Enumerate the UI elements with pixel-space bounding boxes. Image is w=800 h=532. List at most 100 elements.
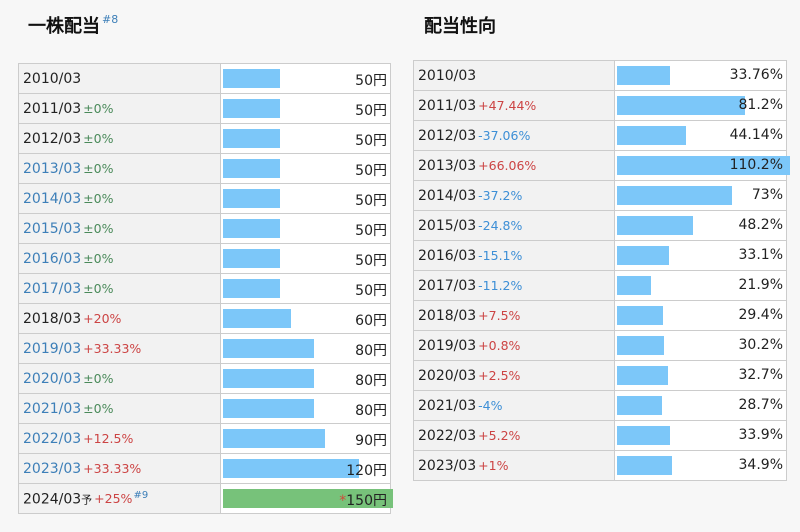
year-cell: 2017/03 ±0% bbox=[18, 273, 221, 304]
table-row: 2017/03 -11.2% 21.9% bbox=[413, 270, 787, 301]
table-row: 2012/03 ±0% 50円 bbox=[18, 123, 391, 154]
value-text: 33.1% bbox=[738, 247, 783, 263]
bar-cell: 50円 bbox=[220, 63, 391, 94]
value-label: 28.7% bbox=[739, 397, 783, 413]
value-label: 21.9% bbox=[739, 277, 783, 293]
value-label: 44.14% bbox=[730, 127, 783, 143]
bar-cell: 120円 bbox=[220, 453, 391, 484]
bar-cell: 33.1% bbox=[614, 240, 787, 271]
bar-cell: 34.9% bbox=[614, 450, 787, 481]
table-row: 2015/03 ±0% 50円 bbox=[18, 213, 391, 244]
year-cell: 2010/03 bbox=[18, 63, 221, 94]
year-cell: 2023/03 +1% bbox=[413, 450, 615, 481]
year-cell: 2020/03 +2.5% bbox=[413, 360, 615, 391]
change-percent: -4% bbox=[478, 397, 503, 413]
bar-cell: 80円 bbox=[220, 363, 391, 394]
value-text: 50円 bbox=[355, 103, 387, 119]
value-text: 30.2% bbox=[738, 337, 783, 353]
value-text: 50円 bbox=[355, 253, 387, 269]
value-text: 48.2% bbox=[738, 217, 783, 233]
table-row: 2023/03 +33.33% 120円 bbox=[18, 453, 391, 484]
year-label[interactable]: 2016/03 bbox=[23, 250, 82, 267]
value-text: 50円 bbox=[355, 283, 387, 299]
change-percent: +2.5% bbox=[478, 367, 521, 383]
year-label: 2021/03 bbox=[418, 397, 477, 414]
bar-cell: 50円 bbox=[220, 273, 391, 304]
dividend-note-link[interactable]: #8 bbox=[102, 13, 119, 26]
bar-cell: 80円 bbox=[220, 393, 391, 424]
change-percent: ±0% bbox=[83, 370, 114, 386]
value-bar bbox=[617, 336, 664, 355]
value-bar bbox=[617, 396, 662, 415]
year-cell: 2014/03 ±0% bbox=[18, 183, 221, 214]
table-row: 2019/03 +0.8% 30.2% bbox=[413, 330, 787, 361]
change-percent: +0.8% bbox=[478, 337, 521, 353]
change-percent: -37.2% bbox=[478, 187, 523, 203]
value-label: 30.2% bbox=[739, 337, 783, 353]
change-percent: +47.44% bbox=[478, 97, 537, 113]
value-label: 50円 bbox=[355, 190, 387, 210]
value-bar bbox=[617, 126, 686, 145]
value-label: 80円 bbox=[355, 400, 387, 420]
year-label[interactable]: 2014/03 bbox=[23, 190, 82, 207]
year-cell: 2017/03 -11.2% bbox=[413, 270, 615, 301]
value-text: 34.9% bbox=[738, 457, 783, 473]
value-text: 120円 bbox=[346, 463, 387, 479]
value-text: 50円 bbox=[355, 133, 387, 149]
year-cell: 2018/03 +20% bbox=[18, 303, 221, 334]
year-label[interactable]: 2019/03 bbox=[23, 340, 82, 357]
year-label: 2011/03 bbox=[23, 100, 82, 117]
value-label: 29.4% bbox=[739, 307, 783, 323]
bar-cell: 50円 bbox=[220, 93, 391, 124]
value-bar bbox=[617, 426, 670, 445]
table-row: 2016/03 -15.1% 33.1% bbox=[413, 240, 787, 271]
value-text: 80円 bbox=[355, 403, 387, 419]
value-bar bbox=[617, 186, 732, 205]
change-percent: -15.1% bbox=[478, 247, 523, 263]
year-label[interactable]: 2022/03 bbox=[23, 430, 82, 447]
year-cell: 2010/03 bbox=[413, 60, 615, 91]
change-percent: +33.33% bbox=[83, 460, 142, 476]
year-label[interactable]: 2021/03 bbox=[23, 400, 82, 417]
table-row: 2023/03 +1% 34.9% bbox=[413, 450, 787, 481]
year-label[interactable]: 2017/03 bbox=[23, 280, 82, 297]
value-bar bbox=[223, 309, 291, 328]
bar-cell: 50円 bbox=[220, 123, 391, 154]
footnote-link[interactable]: #9 bbox=[133, 489, 149, 501]
year-label: 2017/03 bbox=[418, 277, 477, 294]
change-percent: ±0% bbox=[83, 190, 114, 206]
value-bar bbox=[223, 369, 314, 388]
bar-cell: 50円 bbox=[220, 183, 391, 214]
value-bar bbox=[617, 156, 790, 175]
change-percent: +20% bbox=[83, 310, 122, 326]
value-label: 50円 bbox=[355, 280, 387, 300]
bar-cell: 50円 bbox=[220, 243, 391, 274]
change-percent: ±0% bbox=[83, 100, 114, 116]
value-label: 33.1% bbox=[739, 247, 783, 263]
value-bar bbox=[223, 189, 280, 208]
table-row: 2014/03 -37.2% 73% bbox=[413, 180, 787, 211]
table-row: 2013/03 +66.06% 110.2% bbox=[413, 150, 790, 181]
bar-cell: *150円 bbox=[220, 483, 393, 514]
value-text: 50円 bbox=[355, 73, 387, 89]
bar-cell: 73% bbox=[614, 180, 787, 211]
year-cell: 2020/03 ±0% bbox=[18, 363, 221, 394]
value-bar bbox=[223, 399, 314, 418]
change-percent: ±0% bbox=[83, 400, 114, 416]
year-label: 2010/03 bbox=[418, 67, 477, 84]
value-bar bbox=[617, 456, 672, 475]
bar-cell: 50円 bbox=[220, 213, 391, 244]
year-label[interactable]: 2013/03 bbox=[23, 160, 82, 177]
year-label[interactable]: 2023/03 bbox=[23, 460, 82, 477]
value-bar bbox=[223, 279, 280, 298]
year-label[interactable]: 2015/03 bbox=[23, 220, 82, 237]
value-text: 33.76% bbox=[729, 67, 783, 83]
year-cell: 2011/03 +47.44% bbox=[413, 90, 615, 121]
bar-cell: 32.7% bbox=[614, 360, 787, 391]
year-label[interactable]: 2020/03 bbox=[23, 370, 82, 387]
table-row: 2018/03 +20% 60円 bbox=[18, 303, 391, 334]
forecast-bar bbox=[223, 489, 393, 508]
value-bar bbox=[617, 216, 693, 235]
bar-cell: 81.2% bbox=[614, 90, 787, 121]
bar-cell: 48.2% bbox=[614, 210, 787, 241]
